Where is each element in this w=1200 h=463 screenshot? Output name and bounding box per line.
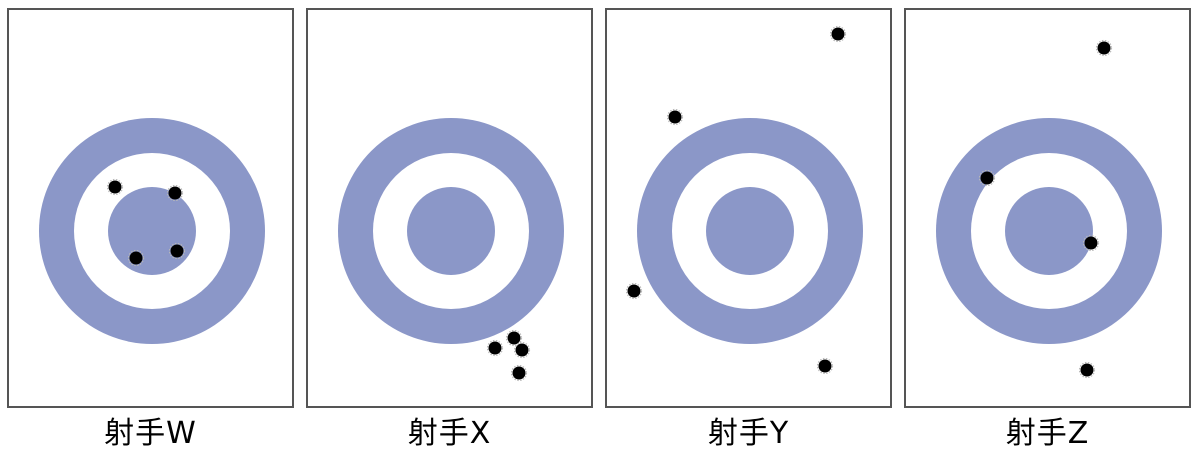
bullet-hole-dot	[831, 27, 845, 41]
bullet-hole-rim	[1095, 39, 1113, 57]
bullet-hole	[1095, 39, 1113, 57]
bullet-hole-dot	[818, 359, 832, 373]
bullet-hole-rim	[625, 282, 643, 300]
target-panel-y	[605, 8, 892, 408]
bullet-hole-rim	[513, 341, 531, 359]
bullet-hole	[505, 329, 523, 347]
bullet-hole-dot	[980, 171, 994, 185]
shooter-label-y: 射手Y	[707, 416, 790, 451]
target-w	[39, 118, 265, 344]
target-z	[936, 39, 1162, 379]
bullet-hole	[486, 339, 504, 357]
bullet-hole	[666, 108, 684, 126]
bullet-hole	[127, 249, 145, 267]
bullet-hole-rim	[1082, 234, 1100, 252]
target-panel-z	[904, 8, 1191, 408]
bullet-hole-rim	[166, 184, 184, 202]
bullet-hole-dot	[627, 284, 641, 298]
bullet-hole-rim	[486, 339, 504, 357]
bullet-hole	[1082, 234, 1100, 252]
bullet-hole-dot	[168, 186, 182, 200]
bullet-hole	[106, 178, 124, 196]
target-bullseye	[407, 187, 495, 275]
target-x	[338, 118, 564, 382]
bullet-hole-rim	[816, 357, 834, 375]
bullet-hole-dot	[1084, 236, 1098, 250]
bullet-hole	[625, 282, 643, 300]
bullet-hole-rim	[127, 249, 145, 267]
bullet-hole-rim	[168, 242, 186, 260]
bullet-hole	[510, 364, 528, 382]
bullet-hole-dot	[515, 343, 529, 357]
bullet-hole	[1078, 361, 1096, 379]
target-bullseye	[706, 187, 794, 275]
bullet-hole	[166, 184, 184, 202]
shooter-label-w: 射手W	[104, 416, 197, 451]
bullet-hole	[829, 25, 847, 43]
target-y	[625, 25, 863, 375]
shooter-label-z: 射手Z	[1005, 416, 1090, 451]
bullet-hole	[513, 341, 531, 359]
bullet-hole	[978, 169, 996, 187]
bullet-hole-dot	[488, 341, 502, 355]
bullet-hole-rim	[106, 178, 124, 196]
bullet-hole-rim	[978, 169, 996, 187]
target-panel-x	[306, 8, 593, 408]
target-bullseye	[108, 187, 196, 275]
bullet-hole-rim	[505, 329, 523, 347]
bullet-hole-dot	[129, 251, 143, 265]
bullet-hole-dot	[512, 366, 526, 380]
bullet-hole-rim	[1078, 361, 1096, 379]
bullet-hole-dot	[170, 244, 184, 258]
bullet-hole	[816, 357, 834, 375]
bullet-hole-dot	[668, 110, 682, 124]
bullet-hole-rim	[829, 25, 847, 43]
target-bullseye	[1005, 187, 1093, 275]
bullet-hole-dot	[507, 331, 521, 345]
target-panel-w	[7, 8, 294, 408]
shooter-label-x: 射手X	[407, 416, 492, 451]
bullet-hole-dot	[1080, 363, 1094, 377]
bullet-hole-rim	[666, 108, 684, 126]
bullet-hole-dot	[1097, 41, 1111, 55]
bullet-hole-dot	[108, 180, 122, 194]
bullet-hole-rim	[510, 364, 528, 382]
bullet-hole	[168, 242, 186, 260]
